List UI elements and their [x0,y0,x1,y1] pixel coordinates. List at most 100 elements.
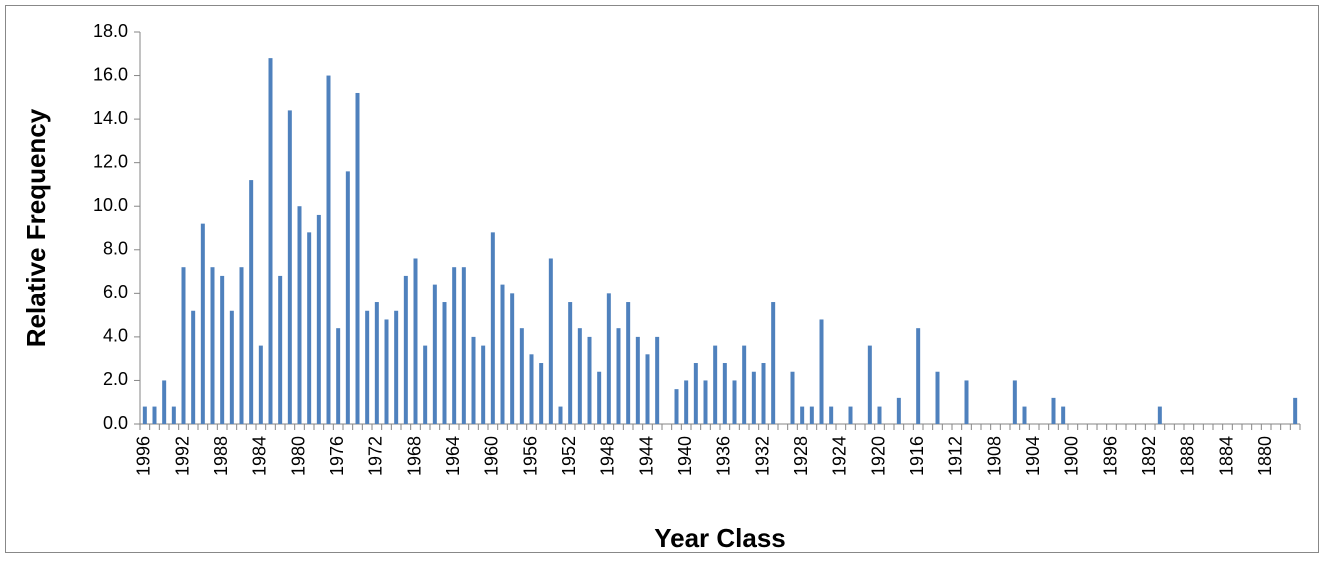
bar [394,310,399,424]
bar [568,302,573,424]
x-tick-label: 1904 [1023,436,1043,476]
bar [761,363,766,424]
x-tick-label: 1896 [1100,436,1120,476]
bar [481,345,486,424]
bar [916,328,921,424]
bar [258,345,263,424]
bar [732,380,737,424]
bar [645,354,650,424]
bar [1022,406,1027,424]
bar [326,75,331,425]
bar [171,406,176,424]
bar [287,110,292,425]
x-tick-label: 1900 [1062,436,1082,476]
bar [1157,406,1162,424]
bar [751,371,756,424]
bar [548,258,553,424]
y-tick-label: 12.0 [93,151,128,171]
y-tick-label: 14.0 [93,108,128,128]
y-tick-label: 18.0 [93,21,128,41]
bar [510,293,515,424]
y-axis-title: Relative Frequency [21,108,51,347]
x-tick-label: 1968 [404,436,424,476]
bar [829,406,834,424]
bar [461,267,466,424]
x-tick-label: 1928 [791,436,811,476]
bar [152,406,157,424]
bar [268,58,273,425]
bar [722,363,727,424]
x-axis-title: Year Class [654,523,786,553]
x-tick-label: 1940 [675,436,695,476]
x-tick-label: 1996 [134,436,154,476]
x-tick-label: 1932 [752,436,772,476]
bar [587,336,592,424]
x-tick-label: 1960 [482,436,502,476]
x-tick-label: 1952 [559,436,579,476]
bar [249,180,254,424]
bar [809,406,814,424]
y-tick-label: 16.0 [93,64,128,84]
x-tick-label: 1880 [1255,436,1275,476]
bar [442,302,447,424]
x-tick-label: 1944 [636,436,656,476]
bar [336,328,341,424]
bar [713,345,718,424]
bar [616,328,621,424]
bar [200,223,205,424]
bar [935,371,940,424]
y-tick-label: 8.0 [103,239,128,259]
x-tick-label: 1924 [830,436,850,476]
bar [529,354,534,424]
x-tick-label: 1964 [443,436,463,476]
y-tick-label: 2.0 [103,369,128,389]
bar [577,328,582,424]
bar [655,336,660,424]
x-tick-label: 1884 [1216,436,1236,476]
bar [771,302,776,424]
bar [471,336,476,424]
x-tick-label: 1916 [907,436,927,476]
bar [229,310,234,424]
bar [635,336,640,424]
chart-border [5,5,1319,553]
bar [674,389,679,424]
bar [519,328,524,424]
bar [452,267,457,424]
bar [403,275,408,424]
x-tick-label: 1992 [172,436,192,476]
bar [1012,380,1017,424]
bar [239,267,244,424]
x-tick-label: 1912 [946,436,966,476]
bar [162,380,167,424]
bar [1061,406,1066,424]
y-tick-label: 10.0 [93,195,128,215]
x-tick-label: 1980 [288,436,308,476]
bar [684,380,689,424]
bar [423,345,428,424]
bar [896,397,901,424]
x-tick-label: 1936 [714,436,734,476]
x-tick-label: 1972 [366,436,386,476]
x-tick-label: 1956 [520,436,540,476]
bar [1293,397,1298,424]
bar [278,275,283,424]
bar [597,371,602,424]
bar [191,310,196,424]
bar [800,406,805,424]
bar [1051,397,1056,424]
x-tick-label: 1984 [250,436,270,476]
y-tick-label: 0.0 [103,413,128,433]
bar [848,406,853,424]
bar [432,284,437,424]
bar [790,371,795,424]
bar [819,319,824,424]
bar [297,206,302,424]
bar [384,319,389,424]
bar [539,363,544,424]
x-tick-label: 1892 [1139,436,1159,476]
bar [181,267,186,424]
x-tick-label: 1948 [598,436,618,476]
y-tick-label: 6.0 [103,282,128,302]
